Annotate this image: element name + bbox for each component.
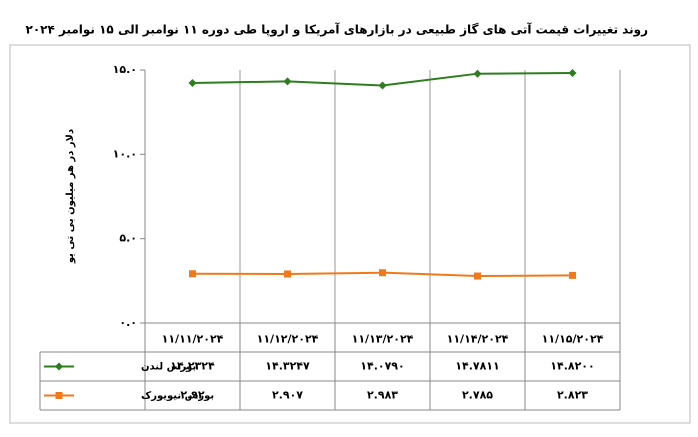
legend-label: بورس لندن — [141, 362, 196, 373]
legend-marker — [55, 392, 63, 399]
y-tick-label: ۰.۰ — [119, 316, 137, 329]
point — [188, 78, 197, 87]
value-label: ۱۴.۸۲۰۰ — [550, 360, 594, 373]
y-tick-label: ۱۵.۰ — [113, 63, 137, 76]
y-tick-label: ۵.۰ — [119, 232, 137, 245]
legend-label: بورس نیویورک — [141, 391, 214, 402]
point — [569, 271, 576, 279]
value-label: ۱۴.۷۸۱۱ — [455, 360, 499, 373]
y-axis-label: دلار در هر میلیون بی تی یو — [65, 129, 76, 264]
value-label: ۲.۹۰۷ — [272, 389, 303, 402]
y-tick-label: ۱۰.۰ — [113, 147, 137, 160]
x-tick-label: ۱۱/۱۵/۲۰۲۴ — [542, 333, 604, 346]
x-tick-label: ۱۱/۱۳/۲۰۲۴ — [352, 333, 414, 346]
point — [378, 81, 387, 90]
x-tick-label: ۱۱/۱۴/۲۰۲۴ — [447, 333, 509, 346]
point — [474, 272, 481, 280]
point — [283, 77, 292, 86]
value-label: ۲.۷۸۵ — [462, 389, 493, 402]
x-tick-label: ۱۱/۱۲/۲۰۲۴ — [257, 333, 319, 346]
legend-marker — [55, 362, 63, 371]
value-label: ۲.۹۲ — [180, 389, 205, 402]
value-label: ۲.۹۸۳ — [367, 389, 398, 402]
value-label: ۱۴.۲۳۲۴ — [170, 360, 215, 373]
x-tick-label: ۱۱/۱۱/۲۰۲۴ — [162, 333, 224, 346]
point — [473, 69, 482, 78]
point — [568, 69, 577, 78]
point — [189, 270, 196, 278]
chart-title: روند تغییرات قیمت آتی های گاز طبیعی در ب… — [26, 22, 649, 38]
point — [379, 269, 386, 277]
chart-frame — [9, 44, 691, 424]
value-label: ۱۴.۰۷۹۰ — [360, 360, 404, 373]
value-label: ۲.۸۲۳ — [557, 389, 588, 402]
value-label: ۱۴.۳۲۴۷ — [265, 360, 310, 373]
point — [284, 270, 291, 278]
